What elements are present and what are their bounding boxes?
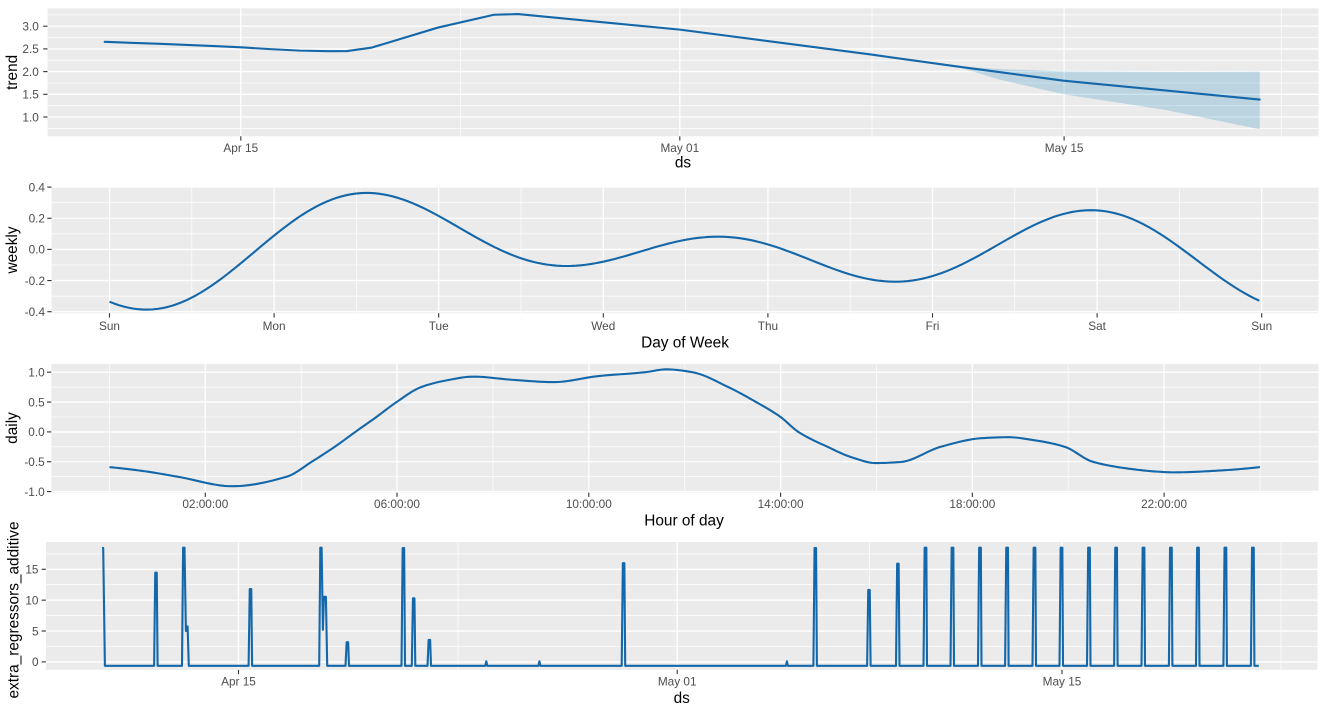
- svg-text:Tue: Tue: [429, 319, 449, 333]
- svg-text:1.5: 1.5: [22, 88, 39, 102]
- svg-text:02:00:00: 02:00:00: [182, 497, 228, 511]
- svg-text:Sun: Sun: [1251, 319, 1272, 333]
- svg-text:-0.5: -0.5: [24, 455, 45, 469]
- svg-text:0: 0: [32, 655, 39, 669]
- svg-text:1.0: 1.0: [28, 365, 45, 379]
- svg-text:-0.2: -0.2: [25, 274, 45, 288]
- svg-text:10:00:00: 10:00:00: [566, 497, 612, 511]
- svg-text:daily: daily: [4, 412, 21, 444]
- svg-text:Wed: Wed: [591, 319, 615, 333]
- svg-text:trend: trend: [4, 55, 21, 90]
- svg-text:Day of Week: Day of Week: [641, 335, 729, 352]
- svg-text:0.2: 0.2: [29, 212, 45, 226]
- svg-text:Thu: Thu: [758, 319, 778, 333]
- svg-text:May 15: May 15: [1045, 141, 1084, 155]
- svg-text:May 15: May 15: [1043, 675, 1082, 689]
- svg-text:weekly: weekly: [4, 226, 21, 274]
- svg-text:3.0: 3.0: [22, 19, 39, 33]
- svg-text:May 01: May 01: [660, 141, 699, 155]
- svg-text:extra_regressors_additive: extra_regressors_additive: [5, 521, 22, 698]
- svg-text:18:00:00: 18:00:00: [949, 497, 995, 511]
- svg-text:Apr 15: Apr 15: [221, 675, 256, 689]
- svg-text:-1.0: -1.0: [24, 485, 45, 499]
- svg-text:Apr 15: Apr 15: [223, 141, 258, 155]
- svg-text:0.5: 0.5: [28, 395, 45, 409]
- svg-text:22:00:00: 22:00:00: [1141, 497, 1187, 511]
- svg-text:0.0: 0.0: [29, 243, 46, 257]
- svg-text:-0.4: -0.4: [25, 305, 46, 319]
- svg-text:Sat: Sat: [1088, 319, 1106, 333]
- svg-text:14:00:00: 14:00:00: [758, 497, 804, 511]
- svg-text:15: 15: [25, 563, 39, 577]
- svg-text:5: 5: [32, 624, 39, 638]
- svg-text:Hour of day: Hour of day: [644, 513, 724, 530]
- svg-text:Sun: Sun: [99, 319, 120, 333]
- svg-text:Mon: Mon: [263, 319, 286, 333]
- svg-text:May 01: May 01: [658, 675, 697, 689]
- svg-text:10: 10: [25, 593, 39, 607]
- svg-text:ds: ds: [674, 690, 691, 707]
- svg-text:06:00:00: 06:00:00: [374, 497, 420, 511]
- svg-text:1.0: 1.0: [22, 110, 39, 124]
- svg-text:2.5: 2.5: [22, 42, 39, 56]
- svg-text:ds: ds: [675, 155, 692, 172]
- svg-text:0.4: 0.4: [29, 180, 46, 194]
- svg-text:Fri: Fri: [926, 319, 940, 333]
- svg-text:0.0: 0.0: [28, 425, 45, 439]
- svg-text:2.0: 2.0: [22, 65, 39, 79]
